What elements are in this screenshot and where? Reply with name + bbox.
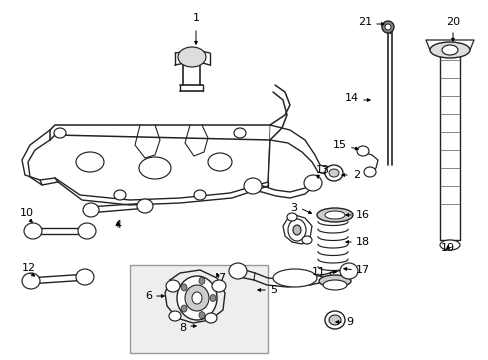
Text: 4: 4	[114, 220, 122, 230]
Ellipse shape	[22, 273, 40, 289]
Ellipse shape	[54, 128, 66, 138]
Text: 17: 17	[355, 265, 369, 275]
Ellipse shape	[441, 45, 457, 55]
Ellipse shape	[212, 280, 225, 292]
Ellipse shape	[137, 199, 153, 213]
Ellipse shape	[328, 169, 338, 177]
Ellipse shape	[429, 42, 469, 58]
Ellipse shape	[286, 213, 296, 221]
Ellipse shape	[272, 269, 316, 287]
Text: 9: 9	[346, 317, 352, 327]
Ellipse shape	[181, 305, 187, 312]
Text: 14: 14	[344, 93, 358, 103]
Ellipse shape	[165, 280, 180, 292]
Ellipse shape	[325, 311, 345, 329]
Text: 20: 20	[445, 17, 459, 27]
Ellipse shape	[323, 280, 346, 290]
Ellipse shape	[318, 275, 350, 287]
Ellipse shape	[304, 175, 321, 191]
Ellipse shape	[234, 128, 245, 138]
Text: 2: 2	[352, 170, 359, 180]
Ellipse shape	[114, 190, 126, 200]
Ellipse shape	[139, 157, 171, 179]
Text: 8: 8	[179, 323, 185, 333]
Ellipse shape	[287, 219, 305, 241]
Ellipse shape	[178, 47, 205, 67]
Ellipse shape	[363, 167, 375, 177]
Bar	[130, 265, 267, 353]
Text: 15: 15	[332, 140, 346, 150]
Ellipse shape	[83, 203, 99, 217]
Ellipse shape	[194, 190, 205, 200]
Ellipse shape	[207, 153, 231, 171]
Text: 12: 12	[22, 263, 36, 273]
Ellipse shape	[192, 292, 202, 304]
Text: 11: 11	[311, 267, 325, 277]
Ellipse shape	[76, 269, 94, 285]
Text: 16: 16	[355, 210, 369, 220]
Ellipse shape	[76, 152, 104, 172]
Ellipse shape	[204, 313, 217, 323]
Text: 6: 6	[145, 291, 152, 301]
Text: 19: 19	[440, 243, 454, 253]
Ellipse shape	[339, 263, 357, 279]
Ellipse shape	[199, 312, 204, 319]
Ellipse shape	[325, 165, 342, 181]
Ellipse shape	[328, 315, 340, 325]
Ellipse shape	[209, 294, 216, 302]
Ellipse shape	[439, 240, 459, 250]
Text: 13: 13	[315, 165, 329, 175]
Ellipse shape	[78, 223, 96, 239]
Ellipse shape	[199, 278, 204, 284]
Ellipse shape	[302, 236, 311, 244]
Ellipse shape	[181, 284, 187, 291]
Text: 18: 18	[355, 237, 369, 247]
Ellipse shape	[244, 178, 262, 194]
Text: 21: 21	[357, 17, 371, 27]
Ellipse shape	[316, 208, 352, 222]
Ellipse shape	[184, 285, 208, 311]
Ellipse shape	[292, 225, 301, 235]
Text: 5: 5	[269, 285, 276, 295]
Ellipse shape	[228, 263, 246, 279]
Ellipse shape	[24, 223, 42, 239]
Ellipse shape	[169, 311, 181, 321]
Text: 1: 1	[192, 13, 199, 23]
Ellipse shape	[177, 276, 217, 320]
Ellipse shape	[325, 211, 345, 219]
Ellipse shape	[381, 21, 393, 33]
Text: 7: 7	[218, 273, 225, 283]
Text: 10: 10	[20, 208, 34, 218]
Text: 3: 3	[289, 203, 296, 213]
Ellipse shape	[384, 24, 390, 30]
Ellipse shape	[356, 146, 368, 156]
